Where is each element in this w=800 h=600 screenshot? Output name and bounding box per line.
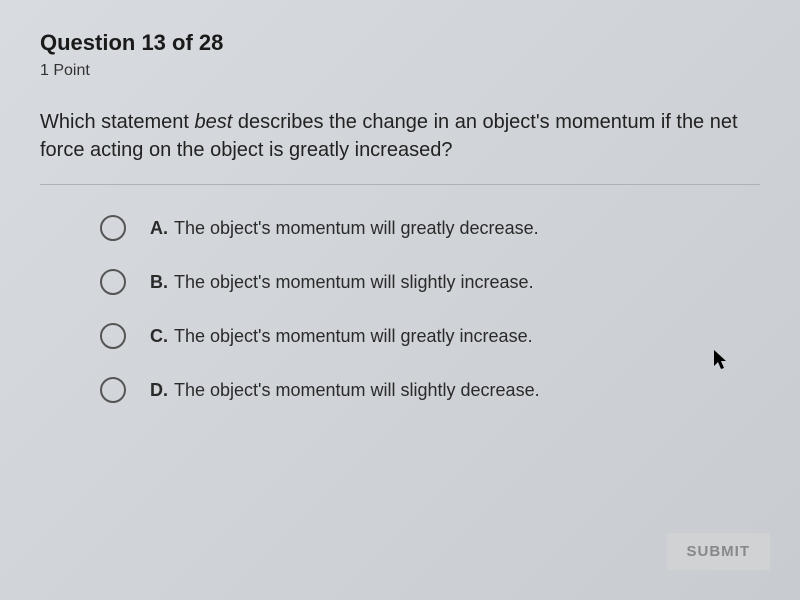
radio-b[interactable] [100, 269, 126, 295]
option-b[interactable]: B. The object's momentum will slightly i… [100, 269, 760, 295]
points-label: 1 Point [40, 62, 760, 80]
radio-a[interactable] [100, 215, 126, 241]
option-d[interactable]: D. The object's momentum will slightly d… [100, 377, 760, 403]
option-text: The object's momentum will greatly decre… [174, 218, 539, 239]
question-prefix: Which statement [40, 111, 195, 133]
option-text: The object's momentum will greatly incre… [174, 326, 533, 347]
option-letter: A. [150, 218, 168, 239]
radio-c[interactable] [100, 323, 126, 349]
question-prompt: Which statement best describes the chang… [40, 108, 760, 164]
option-a[interactable]: A. The object's momentum will greatly de… [100, 215, 760, 241]
radio-d[interactable] [100, 377, 126, 403]
question-emphasis: best [195, 111, 233, 133]
divider [40, 184, 760, 185]
options-group: A. The object's momentum will greatly de… [40, 215, 760, 403]
option-c[interactable]: C. The object's momentum will greatly in… [100, 323, 760, 349]
option-letter: B. [150, 272, 168, 293]
question-number: Question 13 of 28 [40, 30, 760, 56]
option-letter: D. [150, 380, 168, 401]
submit-button[interactable]: SUBMIT [667, 533, 771, 570]
option-text: The object's momentum will slightly decr… [174, 380, 540, 401]
option-text: The object's momentum will slightly incr… [174, 272, 534, 293]
option-letter: C. [150, 326, 168, 347]
